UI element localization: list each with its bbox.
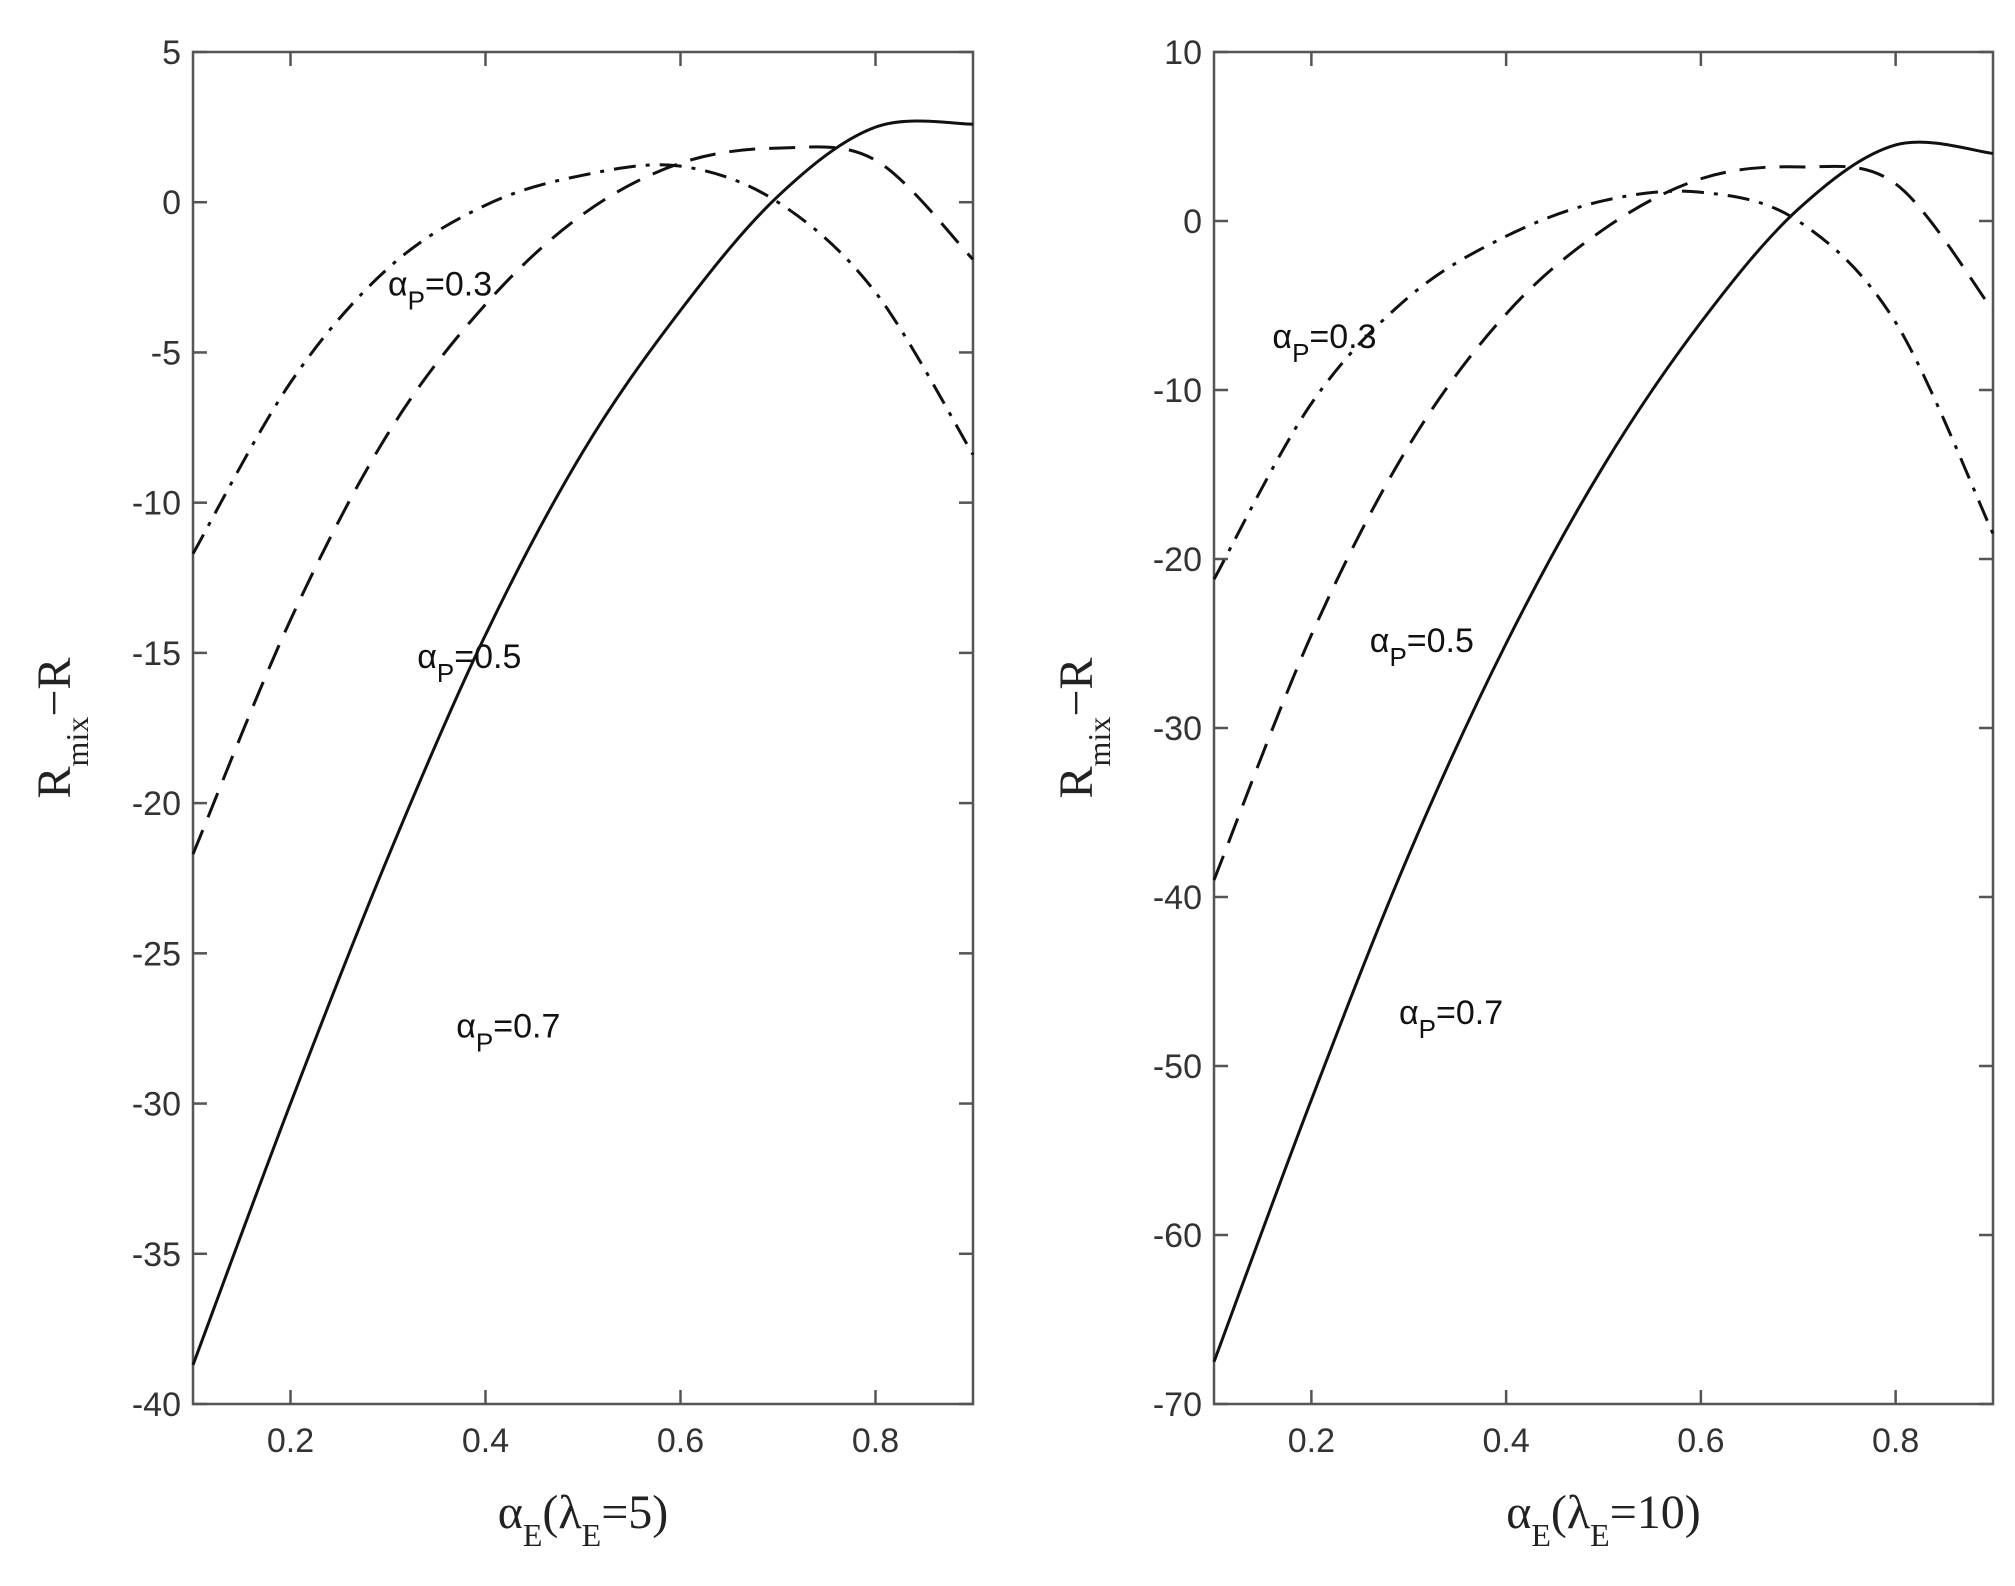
x-axis-title-base: α [498,1486,523,1539]
x-axis-title-open: ( [1551,1486,1567,1539]
y-axis-title-sub: mix [1081,717,1117,767]
x-tick-label: 0.4 [462,1422,509,1460]
y-tick-label: -40 [1153,879,1202,917]
series-label: αP=0.5 [1370,622,1474,672]
y-tick-label: -70 [1153,1386,1202,1424]
y-axis-title-base: R [28,766,81,798]
y-axis-title-sub: mix [59,717,95,767]
y-axis-title-rest: −R [28,658,81,717]
x-axis-title-base: α [1506,1486,1531,1539]
series-label-value: =0.7 [1436,994,1503,1032]
series-label-sub: P [408,285,425,315]
x-tick-label: 0.8 [1872,1422,1919,1460]
y-tick-label: -20 [1153,541,1202,579]
x-tick-label: 0.6 [657,1422,704,1460]
y-tick-label: -5 [151,334,181,372]
y-tick-label: -25 [132,935,181,973]
y-tick-label: 0 [1183,203,1202,241]
x-tick-label: 0.8 [852,1422,899,1460]
series-line-solid [191,119,974,1366]
series-label-alpha: α [417,638,437,676]
series-label-value: =0.5 [454,638,521,676]
series-label-alpha: α [1272,318,1292,356]
y-axis-title: Rmix−R [1050,658,1117,799]
series-label-sub: P [1389,642,1406,672]
series-label-alpha: α [388,265,408,303]
x-axis-title-value: =5) [601,1486,668,1539]
series-label-value: =0.7 [493,1007,560,1045]
x-axis-title-sub: E [523,1517,543,1553]
series-line-dashdot [191,163,975,555]
series-label-alpha: α [1370,622,1390,660]
y-tick-label: 0 [162,184,181,222]
y-tick-label: -40 [132,1386,181,1424]
y-tick-label: -30 [132,1086,181,1124]
series-line-dashed [191,145,975,855]
series-line-dashdot [1212,189,1995,581]
x-tick-label: 0.4 [1482,1422,1529,1460]
y-tick-label: -10 [1153,372,1202,410]
series-label: αP=0.5 [417,638,521,688]
series-line-solid [1212,140,1994,1363]
y-tick-label: -30 [1153,710,1202,748]
series-label-sub: P [1292,338,1309,368]
x-axis-title-lambda-sub: E [582,1517,602,1553]
series-label-sub: P [476,1027,493,1057]
x-axis-title-lambda-sub: E [1590,1517,1610,1553]
series-label: αP=0.7 [1399,994,1503,1044]
x-axis-title-lambda: λ [1567,1486,1591,1539]
series-label-sub: P [437,658,454,688]
series-line-dashed [1212,164,1995,881]
x-axis-title-value: =10) [1610,1486,1701,1539]
y-tick-label: -15 [132,635,181,673]
x-axis-title-sub: E [1531,1517,1551,1553]
y-tick-label: -20 [132,785,181,823]
right-chart-panel: 0.2 0.4 0.6 0.8100-10-20-30-40-50-60-70αP=0… [1050,34,1995,1553]
y-tick-label: -10 [132,485,181,523]
plot-frame [1212,50,1995,1406]
x-axis-title: αE(λE=10) [1506,1486,1701,1553]
y-axis-title-rest: −R [1050,658,1103,717]
y-tick-label: -50 [1153,1048,1202,1086]
y-axis-title-base: R [1050,766,1103,798]
series-label: αP=0.3 [1272,318,1376,368]
y-tick-label: -35 [132,1236,181,1274]
y-axis-title: Rmix−R [28,658,95,799]
x-axis-title: αE(λE=5) [498,1486,669,1553]
x-tick-label: 0.6 [1677,1422,1724,1460]
series-label-sub: P [1419,1014,1436,1044]
series-label-alpha: α [456,1007,476,1045]
x-tick-label: 0.2 [267,1422,314,1460]
series-label-value: =0.3 [425,265,492,303]
x-tick-label: 0.2 [1288,1422,1335,1460]
series-label: αP=0.3 [388,265,492,315]
y-tick-label: -60 [1153,1217,1202,1255]
left-chart-panel: 0.2 0.4 0.6 0.850-5-10-15-20-25-30-35-40αP=… [28,34,975,1553]
series-label-value: =0.5 [1407,622,1474,660]
x-axis-title-open: ( [542,1486,558,1539]
x-axis-title-lambda: λ [558,1486,582,1539]
y-tick-label: 5 [162,34,181,72]
plot-frame [191,50,975,1406]
series-label-alpha: α [1399,994,1419,1032]
y-tick-label: 10 [1164,34,1202,72]
series-label: αP=0.7 [456,1007,560,1057]
series-label-value: =0.3 [1309,318,1376,356]
